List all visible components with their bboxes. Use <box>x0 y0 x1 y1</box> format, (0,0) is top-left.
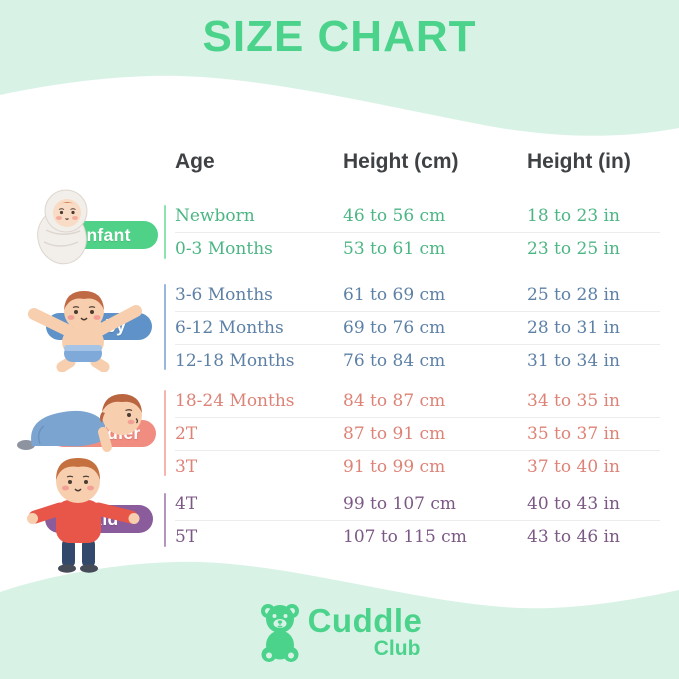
cell-age: 5T <box>175 527 198 547</box>
cell-age: 0-3 Months <box>175 239 273 259</box>
cell-height-in: 34 to 35 in <box>527 391 620 411</box>
cell-age: 6-12 Months <box>175 318 284 338</box>
baby-accent-line <box>164 284 166 370</box>
standing-kid-illustration <box>26 455 142 578</box>
cell-height-cm: 69 to 76 cm <box>343 318 446 338</box>
cell-age: 3T <box>175 457 198 477</box>
table-row: 4T 99 to 107 cm 40 to 43 in <box>175 488 660 521</box>
brand-logo: Cuddle Club <box>0 602 679 664</box>
kid-rows: 4T 99 to 107 cm 40 to 43 in 5T 107 to 11… <box>175 488 660 553</box>
cell-height-cm: 91 to 99 cm <box>343 457 446 477</box>
table-row: 2T 87 to 91 cm 35 to 37 in <box>175 418 660 451</box>
table-row: 6-12 Months 69 to 76 cm 28 to 31 in <box>175 312 660 345</box>
size-group-baby: Baby 3- <box>0 279 660 377</box>
table-row: 3T 91 to 99 cm 37 to 40 in <box>175 451 660 483</box>
cell-height-in: 43 to 46 in <box>527 527 620 547</box>
brand-name: Cuddle <box>307 602 423 639</box>
baby-rows: 3-6 Months 61 to 69 cm 25 to 28 in 6-12 … <box>175 279 660 377</box>
infant-accent-line <box>164 205 166 259</box>
toddler-rows: 18-24 Months 84 to 87 cm 34 to 35 in 2T … <box>175 385 660 483</box>
cell-age: 2T <box>175 424 198 444</box>
size-group-toddler: Toddler 18-24 Months 84 to 87 cm 34 <box>0 385 660 483</box>
page-title: SIZE CHART <box>202 12 477 61</box>
infant-group-label: Infant <box>81 224 131 245</box>
size-group-infant: Infant Newborn 46 to 56 cm <box>0 189 660 265</box>
cell-age: 18-24 Months <box>175 391 295 411</box>
cell-age: 4T <box>175 494 198 514</box>
kid-accent-line <box>164 493 166 547</box>
cell-height-in: 37 to 40 in <box>527 457 620 477</box>
size-group-kid: Kid <box>0 458 660 573</box>
brand-suffix: Club <box>373 636 421 660</box>
toddler-accent-line <box>164 390 166 476</box>
cell-height-in: 23 to 25 in <box>527 239 620 259</box>
cell-height-in: 40 to 43 in <box>527 494 620 514</box>
cell-height-cm: 76 to 84 cm <box>343 351 446 371</box>
cell-height-cm: 84 to 87 cm <box>343 391 446 411</box>
cell-height-cm: 99 to 107 cm <box>343 494 456 514</box>
table-header: Age Height (cm) Height (in) <box>175 150 657 174</box>
crawling-toddler-illustration <box>10 388 160 459</box>
cell-height-cm: 61 to 69 cm <box>343 285 446 305</box>
sitting-baby-illustration <box>22 286 148 377</box>
cell-age: Newborn <box>175 206 255 226</box>
cell-height-in: 28 to 31 in <box>527 318 620 338</box>
infant-rows: Newborn 46 to 56 cm 18 to 23 in 0-3 Mont… <box>175 200 660 265</box>
cell-height-in: 35 to 37 in <box>527 424 620 444</box>
table-row: 12-18 Months 76 to 84 cm 31 to 34 in <box>175 345 660 377</box>
cell-height-in: 31 to 34 in <box>527 351 620 371</box>
cell-height-in: 18 to 23 in <box>527 206 620 226</box>
brand-logo-text: Cuddle Club <box>308 602 423 661</box>
column-header-height-cm: Height (cm) <box>343 150 459 173</box>
column-header-height-in: Height (in) <box>527 150 631 173</box>
table-row: 3-6 Months 61 to 69 cm 25 to 28 in <box>175 279 660 312</box>
cell-height-cm: 107 to 115 cm <box>343 527 467 547</box>
column-header-age: Age <box>175 150 215 173</box>
teddy-bear-icon <box>260 604 299 662</box>
cell-height-in: 25 to 28 in <box>527 285 620 305</box>
cell-age: 12-18 Months <box>175 351 295 371</box>
cell-height-cm: 87 to 91 cm <box>343 424 446 444</box>
swaddled-infant-illustration <box>20 184 108 271</box>
table-row: Newborn 46 to 56 cm 18 to 23 in <box>175 200 660 233</box>
table-row: 5T 107 to 115 cm 43 to 46 in <box>175 521 660 553</box>
cell-height-cm: 46 to 56 cm <box>343 206 446 226</box>
table-row: 0-3 Months 53 to 61 cm 23 to 25 in <box>175 233 660 265</box>
cell-age: 3-6 Months <box>175 285 273 305</box>
table-row: 18-24 Months 84 to 87 cm 34 to 35 in <box>175 385 660 418</box>
cell-height-cm: 53 to 61 cm <box>343 239 446 259</box>
